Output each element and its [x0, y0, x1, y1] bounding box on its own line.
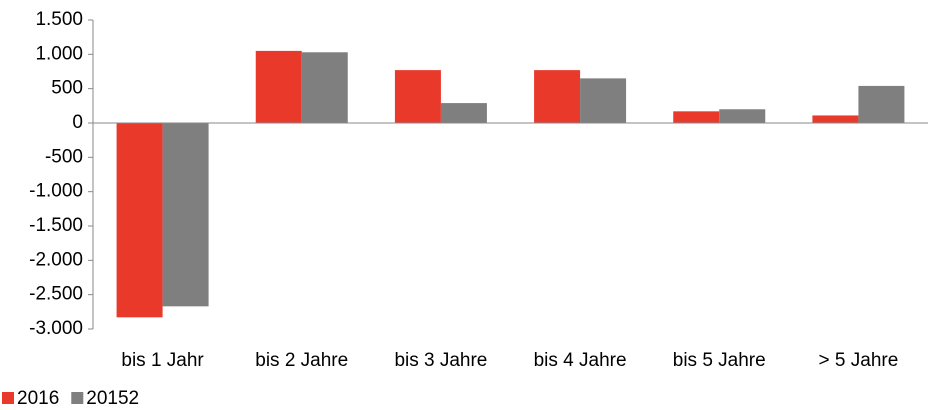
x-tick-label: bis 3 Jahre [394, 350, 487, 371]
y-tick-label: -2.500 [29, 284, 83, 305]
bar [812, 115, 859, 123]
bar [116, 123, 163, 318]
bar [673, 111, 720, 123]
bar [534, 70, 581, 123]
bar [255, 50, 302, 123]
legend-label: 2016 [17, 388, 59, 409]
y-tick-label: -500 [45, 146, 83, 167]
x-tick-label: bis 5 Jahre [673, 350, 766, 371]
bar [719, 109, 766, 123]
y-tick-label: 500 [51, 78, 83, 99]
y-tick-label: -1.500 [29, 215, 83, 236]
y-tick-label: -1.000 [29, 181, 83, 202]
y-tick-label: 0 [72, 112, 83, 133]
bar [394, 70, 441, 123]
bar [162, 123, 209, 307]
y-tick-label: 1.000 [35, 43, 83, 64]
bar [580, 78, 627, 123]
bar [440, 103, 487, 123]
legend-swatch [2, 392, 14, 404]
y-tick-label: 1.500 [35, 9, 83, 30]
y-tick-label: -3.000 [29, 318, 83, 339]
x-tick-label: > 5 Jahre [819, 350, 899, 371]
bar [858, 85, 905, 123]
bar [301, 52, 348, 124]
x-tick-label: bis 2 Jahre [255, 350, 348, 371]
x-tick-label: bis 1 Jahr [121, 350, 204, 371]
x-tick-label: bis 4 Jahre [534, 350, 627, 371]
legend-label: 20152 [86, 388, 139, 409]
legend-swatch [71, 392, 84, 404]
y-tick-label: -2.000 [29, 249, 83, 270]
